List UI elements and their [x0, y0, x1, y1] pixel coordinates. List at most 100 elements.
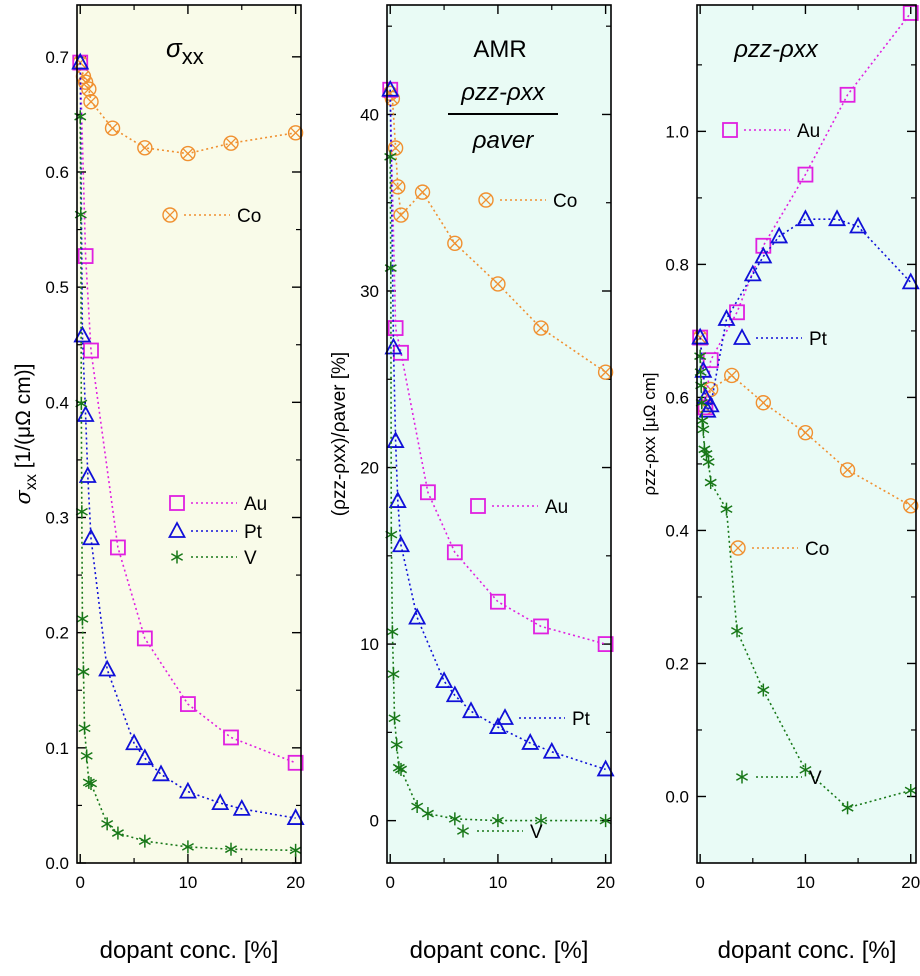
data-point-co	[724, 367, 740, 384]
data-point-co	[839, 462, 856, 478]
data-point-pt	[435, 671, 454, 689]
y-tick-label: 0.1	[45, 739, 69, 758]
data-point-v	[77, 665, 90, 679]
data-point-pt	[391, 535, 411, 553]
data-point-v	[698, 442, 711, 456]
data-point-pt	[384, 337, 403, 355]
legend-label-v: V	[244, 548, 257, 569]
y-tick-label: 0.0	[45, 854, 69, 873]
data-point-v	[138, 834, 151, 848]
data-point-v	[76, 612, 89, 626]
data-point-co	[414, 184, 431, 200]
data-point-v	[181, 840, 194, 854]
y-tick-label: 0.2	[665, 654, 689, 673]
data-point-au	[446, 544, 463, 561]
data-point-pt	[98, 659, 117, 677]
data-point-v	[730, 624, 744, 638]
panel1-xlabel: dopant conc. [%]	[100, 937, 279, 964]
panel-sigma-xx: 0 10 200.00.10.20.30.40.50.60.7 σxx dopant…	[11, 4, 305, 964]
data-point-v	[720, 502, 733, 516]
legend-marker-au	[470, 498, 486, 514]
legend-label-v: V	[530, 822, 543, 843]
data-point-v	[448, 812, 461, 826]
data-point-co	[104, 120, 121, 136]
data-point-v	[799, 763, 812, 777]
data-point-v	[421, 807, 434, 821]
legend-label-au: Au	[244, 494, 267, 515]
data-point-pt	[701, 395, 720, 413]
data-point-pt	[388, 491, 407, 508]
data-point-au	[702, 352, 719, 369]
data-point-pt	[232, 798, 251, 816]
panel2-ticks: 0 10 20 0 10 20 30 40	[360, 5, 615, 892]
data-point-pt	[76, 405, 95, 422]
panel2-title-line1: AMR	[473, 36, 526, 63]
legend-marker-co	[162, 207, 178, 223]
legend-marker-pt	[167, 521, 187, 538]
data-point-au	[83, 342, 99, 359]
data-point-pt	[445, 685, 464, 703]
data-point-co	[393, 207, 409, 223]
data-point-au	[387, 320, 404, 336]
data-point-pt	[73, 325, 92, 343]
legend-label-pt: Pt	[572, 709, 591, 730]
legend-marker-pt	[732, 328, 752, 345]
data-point-v	[599, 814, 612, 828]
data-point-pt	[286, 808, 305, 825]
panel3-ylabel: ρzz-ρxx [μΩ cm]	[640, 372, 659, 495]
panel3-series	[691, 5, 920, 815]
legend-label-pt: Pt	[244, 522, 263, 543]
data-point-pt	[81, 528, 101, 546]
panel1-ticks: 0 10 20 0.0 0.1 0.2 0.3 0.4 0.5 0.6 0.7	[45, 5, 305, 892]
data-point-co	[797, 424, 814, 441]
data-point-pt	[770, 226, 789, 244]
data-point-pt	[901, 272, 920, 290]
data-point-co	[180, 145, 196, 162]
x-tick-label: 20	[901, 873, 920, 892]
data-point-co	[223, 135, 239, 151]
series-line-pt	[699, 218, 912, 413]
panel1-ylabel-sub: xx	[23, 474, 40, 490]
data-point-au	[77, 248, 94, 264]
data-point-v	[757, 683, 770, 697]
data-point-pt	[849, 216, 868, 234]
series-line-pt	[79, 62, 296, 819]
series-line-v	[699, 356, 911, 809]
legend-label-co: Co	[237, 206, 261, 227]
data-point-co	[490, 276, 506, 292]
x-tick-label: 10	[796, 873, 815, 892]
legend-label-pt: Pt	[809, 329, 828, 350]
panel3-frame	[696, 4, 917, 864]
y-tick-label: 0.6	[665, 388, 689, 407]
panel1-title-sub: xx	[182, 44, 204, 69]
data-point-pt	[386, 431, 405, 448]
data-point-pt	[521, 733, 540, 750]
data-point-co	[533, 320, 549, 336]
data-point-v	[75, 505, 88, 519]
series-line-au	[699, 12, 912, 408]
x-tick-label: 10	[488, 873, 507, 892]
data-point-v	[111, 826, 124, 840]
y-tick-label: 20	[360, 459, 379, 478]
data-point-v	[697, 422, 710, 436]
data-point-v	[387, 667, 400, 681]
panel1-ylabel: σxx [1/(μΩ cm)]	[11, 364, 40, 505]
data-point-au	[287, 754, 304, 771]
data-point-au	[533, 618, 549, 635]
data-point-pt	[828, 209, 847, 227]
data-point-v	[394, 762, 408, 776]
series-line-co	[389, 92, 607, 373]
y-tick-label: 0	[370, 812, 379, 831]
panel3-legend: Au Pt Co V	[722, 121, 829, 789]
legend-marker-au	[722, 122, 738, 138]
data-point-v	[695, 396, 708, 410]
legend-marker-co	[478, 192, 494, 208]
series-line-v	[79, 116, 296, 852]
data-point-co	[83, 94, 99, 110]
panel2-title-numerator: ρzz-ρxx	[460, 79, 545, 106]
data-point-au	[597, 636, 614, 652]
data-point-au	[110, 539, 126, 556]
y-tick-label: 0.0	[665, 787, 689, 806]
panel3-title: ρzz-ρxx	[733, 36, 818, 63]
data-point-pt	[694, 360, 713, 378]
